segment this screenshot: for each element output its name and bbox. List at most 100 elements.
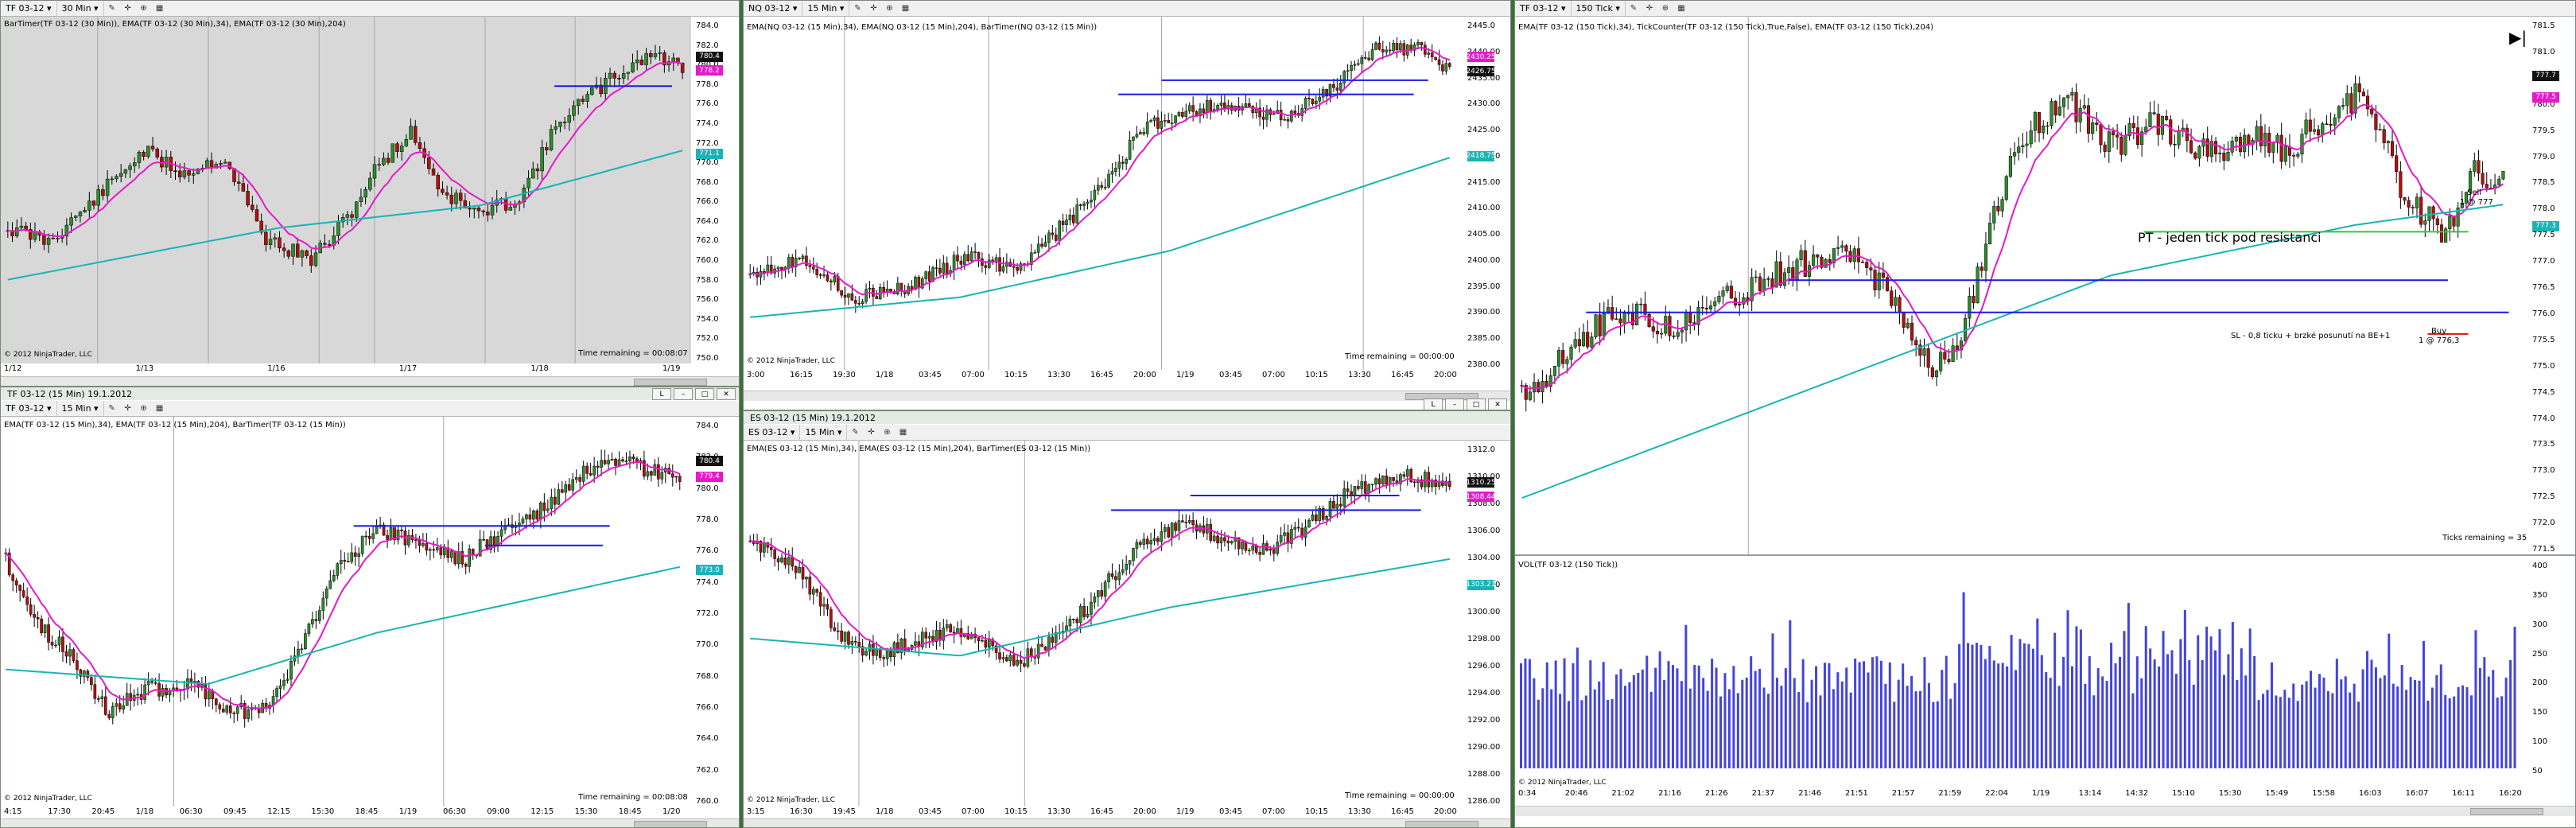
time-tick-label: 13:30 bbox=[1348, 371, 1371, 379]
candle-body bbox=[10, 230, 14, 236]
close-icon[interactable]: ✕ bbox=[1488, 398, 1507, 410]
interval-selector[interactable]: 15 Min bbox=[807, 3, 837, 14]
zoom-icon[interactable]: ⊕ bbox=[140, 404, 147, 413]
pencil-icon[interactable]: ✎ bbox=[108, 404, 115, 413]
crosshair-icon[interactable]: ✛ bbox=[868, 428, 875, 437]
candle-body bbox=[2435, 218, 2439, 225]
pencil-icon[interactable]: ✎ bbox=[108, 4, 115, 13]
candle-body bbox=[1142, 132, 1146, 134]
symbol-selector[interactable]: TF 03-12 bbox=[1520, 3, 1559, 14]
candle-body bbox=[2013, 152, 2017, 157]
maximize-icon[interactable]: □ bbox=[1467, 398, 1486, 410]
zoom-icon[interactable]: ⊕ bbox=[886, 4, 893, 13]
pencil-icon[interactable]: ✎ bbox=[1630, 4, 1638, 13]
price-plot[interactable] bbox=[1515, 17, 2529, 554]
price-tick-label: 784.0 bbox=[696, 422, 719, 430]
link-icon[interactable]: L bbox=[1424, 398, 1443, 410]
candle-body bbox=[1149, 120, 1152, 122]
interval-selector[interactable]: 15 Min bbox=[61, 403, 91, 414]
volume-bar bbox=[2253, 655, 2256, 768]
interval-selector[interactable]: 150 Tick bbox=[1576, 3, 1613, 14]
time-axis[interactable]: 1/12 1/13 1/16 1/17 1/18 1/19 bbox=[1, 363, 691, 375]
volume-bar bbox=[2283, 690, 2287, 768]
price-axis[interactable]: 2445.02440.002435.002430.002425.002420.0… bbox=[1463, 17, 1510, 370]
properties-icon[interactable]: ▦ bbox=[155, 404, 164, 413]
price-axis[interactable]: 1312.01310.001308.001306.001304.001302.0… bbox=[1463, 441, 1510, 807]
properties-icon[interactable]: ▦ bbox=[1677, 4, 1685, 13]
candle-body bbox=[431, 168, 436, 176]
close-icon[interactable]: ✕ bbox=[717, 388, 736, 400]
volume-bar bbox=[2370, 659, 2373, 768]
horizontal-scrollbar[interactable] bbox=[1, 376, 739, 386]
time-axis[interactable]: 3:00 16:15 19:30 1/18 03:45 07:00 10:15 13:30 16… bbox=[744, 370, 1463, 381]
maximize-icon[interactable]: □ bbox=[695, 388, 714, 400]
properties-icon[interactable]: ▦ bbox=[155, 4, 164, 13]
indicator-legend: EMA(ES 03-12 (15 Min),34), EMA(ES 03-12 … bbox=[747, 445, 1091, 453]
volume-axis[interactable]: 400 350 300 250 200 150 100 50 bbox=[2527, 557, 2575, 776]
time-tick-label: 10:15 bbox=[1305, 807, 1328, 816]
symbol-selector[interactable]: TF 03-12 bbox=[6, 403, 45, 414]
price-plot[interactable] bbox=[744, 17, 1464, 370]
crosshair-icon[interactable]: ✛ bbox=[124, 4, 131, 13]
candle-body bbox=[1939, 352, 1943, 371]
volume-bar bbox=[2183, 609, 2186, 768]
zoom-icon[interactable]: ⊕ bbox=[140, 4, 147, 13]
minimize-icon[interactable]: – bbox=[674, 388, 693, 400]
crosshair-icon[interactable]: ✛ bbox=[124, 404, 131, 413]
interval-selector[interactable]: 30 Min bbox=[61, 3, 91, 14]
time-axis[interactable]: 4:15 17:30 20:45 1/18 06:30 09:45 12:15 15:30 18… bbox=[1, 807, 691, 818]
properties-icon[interactable]: ▦ bbox=[899, 428, 907, 437]
candle-body bbox=[1300, 527, 1304, 538]
volume-plot[interactable] bbox=[1515, 557, 2529, 776]
candle-body bbox=[79, 669, 83, 677]
candle-body bbox=[830, 280, 833, 282]
properties-icon[interactable]: ▦ bbox=[901, 4, 910, 13]
candle-body bbox=[2165, 115, 2169, 120]
time-axis[interactable]: 0:34 20:46 21:02 21:16 21:26 21:37 21:46 21:51 2… bbox=[1515, 788, 2527, 799]
pencil-icon[interactable]: ✎ bbox=[854, 4, 861, 13]
candle-body bbox=[297, 648, 300, 656]
candle-body bbox=[1290, 111, 1293, 122]
minimize-icon[interactable]: – bbox=[1445, 398, 1464, 410]
candle-body bbox=[1072, 618, 1075, 620]
candle-body bbox=[318, 610, 321, 621]
price-axis[interactable]: 784.0782.0780.0778.0776.0774.0772.0770.0… bbox=[691, 17, 739, 363]
candle-body bbox=[186, 678, 189, 690]
symbol-selector[interactable]: NQ 03-12 bbox=[748, 3, 791, 14]
link-icon[interactable]: L bbox=[652, 388, 671, 400]
candle-body bbox=[1590, 336, 1594, 348]
zoom-icon[interactable]: ⊕ bbox=[1661, 4, 1669, 13]
symbol-selector[interactable]: ES 03-12 bbox=[748, 427, 788, 437]
candle-body bbox=[1713, 301, 1717, 306]
symbol-selector[interactable]: TF 03-12 bbox=[6, 3, 45, 14]
candle-body bbox=[805, 577, 808, 580]
time-axis[interactable]: 3:15 16:30 19:45 1/18 03:45 07:00 10:15 13:30 16… bbox=[744, 807, 1463, 818]
horizontal-scrollbar[interactable] bbox=[1, 818, 739, 827]
candle-body bbox=[43, 624, 47, 633]
price-axis[interactable]: 784.0782.0780.0778.0776.0774.0772.0770.0… bbox=[691, 417, 739, 807]
horizontal-scrollbar[interactable] bbox=[744, 818, 1510, 827]
candlestick-chart bbox=[748, 441, 1451, 807]
copyright-label: © 2012 NinjaTrader, LLC bbox=[1518, 779, 1607, 787]
candle-body bbox=[2403, 197, 2407, 201]
price-plot[interactable] bbox=[1, 417, 693, 807]
price-plot[interactable] bbox=[1, 17, 693, 363]
volume-bar bbox=[1884, 683, 1887, 768]
interval-selector[interactable]: 15 Min bbox=[805, 427, 835, 437]
horizontal-scrollbar[interactable] bbox=[744, 391, 1510, 401]
candle-body bbox=[1350, 65, 1353, 71]
volume-bar bbox=[1550, 689, 1553, 768]
crosshair-icon[interactable]: ✛ bbox=[870, 4, 877, 13]
candle-body bbox=[798, 258, 801, 259]
candle-body bbox=[952, 632, 956, 634]
horizontal-scrollbar[interactable] bbox=[1515, 806, 2575, 816]
zoom-icon[interactable]: ⊕ bbox=[884, 428, 891, 437]
play-icon[interactable]: ▶| bbox=[2509, 28, 2527, 47]
price-axis[interactable]: 781.5781.0780.5780.0779.5779.0778.5778.0… bbox=[2527, 17, 2575, 554]
volume-bar bbox=[1797, 692, 1801, 768]
pane-divider[interactable] bbox=[1515, 554, 2575, 556]
price-plot[interactable] bbox=[744, 441, 1464, 807]
volume-bar bbox=[2296, 701, 2299, 768]
crosshair-icon[interactable]: ✛ bbox=[1645, 4, 1653, 13]
pencil-icon[interactable]: ✎ bbox=[852, 428, 859, 437]
